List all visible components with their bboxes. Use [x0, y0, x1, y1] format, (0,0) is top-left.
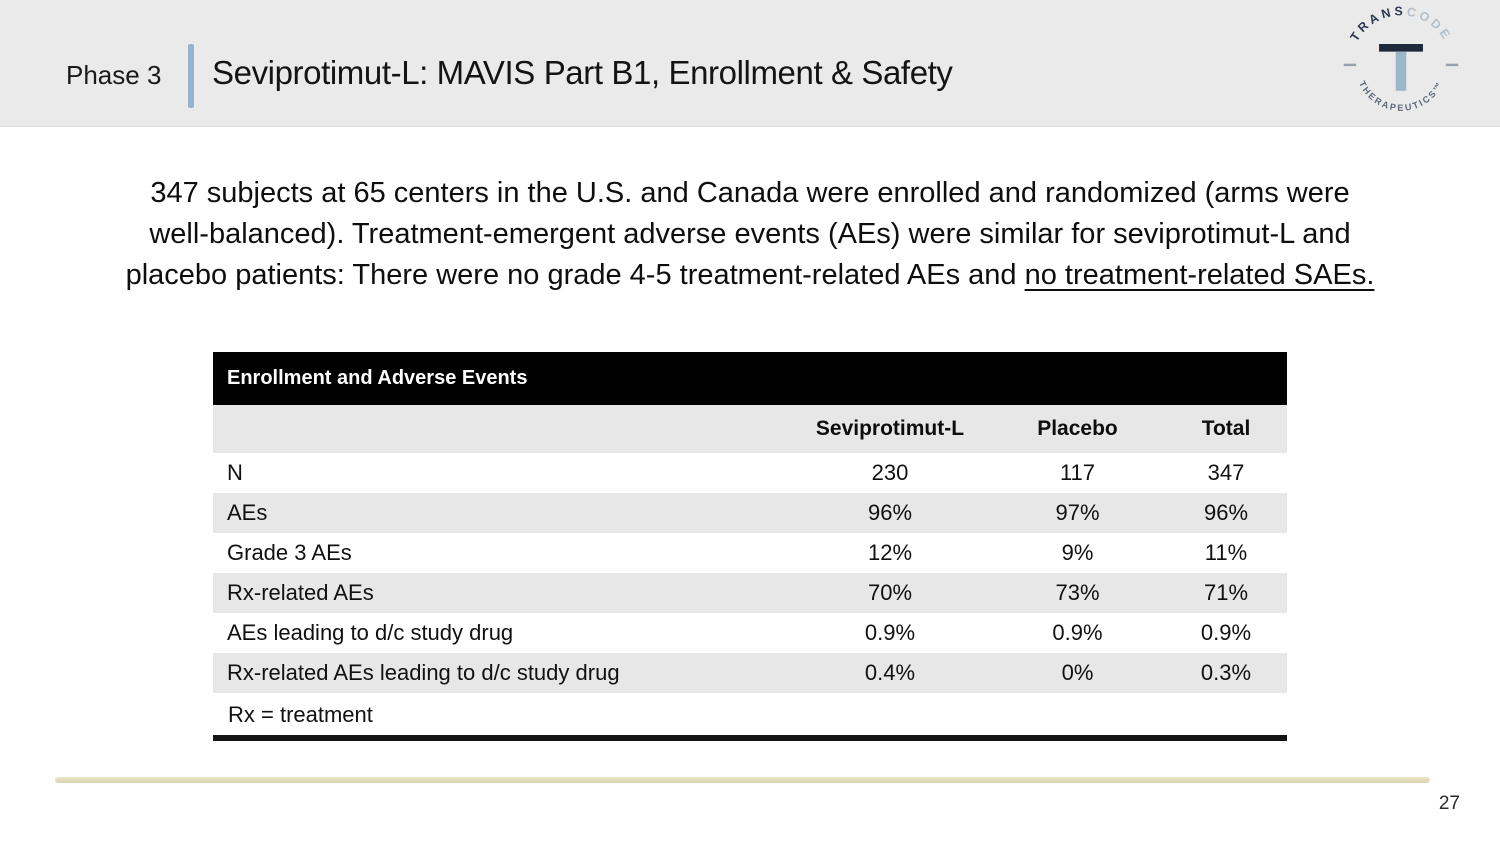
cell-value: 0.3%	[1200, 660, 1252, 685]
table-row: AEs 96% 97% 96%	[213, 493, 1287, 533]
cell-value: 9%	[1061, 540, 1094, 565]
table-footnote: Rx = treatment	[213, 693, 1287, 735]
row-label: AEs	[227, 500, 268, 525]
svg-text:TRANSCODE: TRANSCODE	[1347, 4, 1454, 44]
logo-arc-top-light: CODE	[1405, 5, 1454, 44]
logo-arc-top-dark: TRANS	[1347, 4, 1406, 44]
table-row: Grade 3 AEs 12% 9% 11%	[213, 533, 1287, 573]
enrollment-table: Seviprotimut-L Placebo Total N 230 117 3…	[213, 405, 1287, 693]
cell-value: 12%	[867, 540, 913, 565]
column-header-seviprotimut: Seviprotimut-L	[790, 405, 990, 453]
column-header-placebo: Placebo	[990, 405, 1165, 453]
cell-value: 117	[1059, 460, 1096, 485]
cell-value: 230	[871, 460, 909, 485]
cell-value: 70%	[867, 580, 913, 605]
table-row: Rx-related AEs leading to d/c study drug…	[213, 653, 1287, 693]
cell-value: 0%	[1061, 660, 1094, 685]
bottom-accent-line	[55, 777, 1430, 783]
logo-right-dash	[1445, 63, 1459, 67]
summary-underlined-text: no treatment-related SAEs.	[1024, 259, 1375, 291]
slide-header: Phase 3 Seviprotimut-L: MAVIS Part B1, E…	[0, 0, 1500, 127]
phase-label: Phase 3	[66, 60, 162, 90]
summary-line-3: placebo patients: There were no grade 4-…	[125, 259, 1025, 291]
summary-line-1: 347 subjects at 65 centers in the U.S. a…	[150, 177, 1350, 209]
cell-value: 0.4%	[864, 660, 916, 685]
table-bottom-rule	[213, 735, 1287, 741]
column-header-total: Total	[1165, 405, 1287, 453]
column-header-empty	[213, 405, 790, 453]
logo-t-stem	[1395, 51, 1407, 91]
cell-value: 71%	[1203, 580, 1249, 605]
row-label: N	[227, 460, 243, 485]
transcode-therapeutics-logo: TRANSCODE THERAPEUTICS™	[1338, 2, 1464, 128]
cell-value: 347	[1207, 460, 1245, 485]
table-header-row: Seviprotimut-L Placebo Total	[213, 405, 1287, 453]
title-divider-bar	[188, 44, 194, 108]
table-title-bar: Enrollment and Adverse Events	[213, 352, 1287, 405]
cell-value: 96%	[867, 500, 913, 525]
cell-value: 97%	[1055, 500, 1100, 525]
cell-value: 11%	[1204, 540, 1248, 565]
logo-icon: TRANSCODE THERAPEUTICS™	[1343, 4, 1459, 113]
table-row: AEs leading to d/c study drug 0.9% 0.9% …	[213, 613, 1287, 653]
cell-value: 96%	[1203, 500, 1249, 525]
row-label: Rx-related AEs	[227, 580, 374, 605]
row-label: Rx-related AEs leading to d/c study drug	[227, 660, 620, 685]
enrollment-table-section: Enrollment and Adverse Events Seviprotim…	[213, 352, 1287, 741]
logo-t-bar	[1379, 44, 1423, 52]
table-row: N 230 117 347	[213, 453, 1287, 493]
cell-value: 0.9%	[1052, 620, 1103, 645]
page-number: 27	[1438, 793, 1460, 814]
summary-line-2: well-balanced). Treatment-emergent adver…	[149, 218, 1351, 250]
table-row: Rx-related AEs 70% 73% 71%	[213, 573, 1287, 613]
cell-value: 0.9%	[1200, 620, 1252, 645]
cell-value: 73%	[1055, 580, 1100, 605]
row-label: AEs leading to d/c study drug	[227, 620, 514, 645]
summary-paragraph: 347 subjects at 65 centers in the U.S. a…	[40, 173, 1460, 296]
logo-left-dash	[1343, 63, 1357, 67]
table-row: Seviprotimut-L Placebo Total	[213, 405, 1287, 453]
cell-value: 0.9%	[864, 620, 916, 645]
page-title: Seviprotimut-L: MAVIS Part B1, Enrollmen…	[212, 54, 953, 91]
row-label: Grade 3 AEs	[227, 540, 352, 565]
